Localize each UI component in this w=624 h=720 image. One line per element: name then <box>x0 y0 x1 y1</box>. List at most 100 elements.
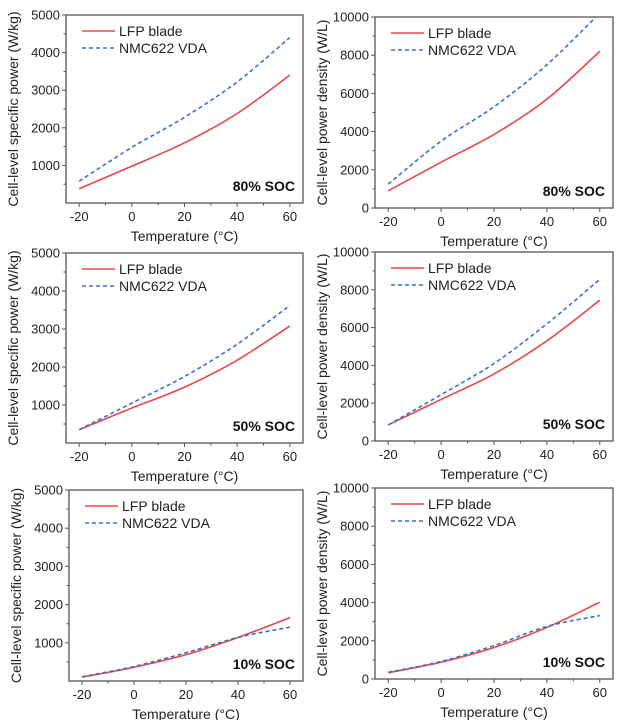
x-tick-label: 40 <box>231 687 245 702</box>
chart-panel-2: -20 0 20 40 60 0 2000 4000 6000 8000 10000 Temperat… <box>314 10 614 249</box>
x-axis-label: Temperature (°C) <box>440 704 548 720</box>
series-line-nmc622-vda <box>81 626 291 678</box>
x-tick-label: 20 <box>487 214 501 229</box>
x-tick-label: 0 <box>437 447 444 462</box>
y-tick-label: 4000 <box>340 595 369 610</box>
x-tick-label: 40 <box>230 449 244 464</box>
soc-label: 80% SOC <box>543 183 605 199</box>
y-tick-label: 2000 <box>340 396 369 411</box>
soc-label: 10% SOC <box>233 656 295 672</box>
y-tick-label: 4000 <box>34 521 63 536</box>
y-tick-label: 3000 <box>34 559 63 574</box>
y-tick-label: 6000 <box>340 320 369 335</box>
x-tick-label: 40 <box>540 685 554 700</box>
legend-label: LFP blade <box>119 23 183 39</box>
series-line-nmc622-vda <box>387 17 598 185</box>
series-line-lfp-blade <box>78 325 291 431</box>
legend-label: NMC622 VDA <box>428 277 517 293</box>
series-line-lfp-blade <box>387 299 601 426</box>
legend-label: LFP blade <box>119 261 183 277</box>
x-tick-label: 20 <box>177 209 191 224</box>
x-tick-label: 0 <box>437 685 444 700</box>
y-tick-label: 4000 <box>340 358 369 373</box>
legend-label: NMC622 VDA <box>119 278 208 294</box>
y-tick-label: 2000 <box>340 162 369 177</box>
y-tick-label: 2000 <box>340 633 369 648</box>
soc-label: 50% SOC <box>543 416 605 432</box>
x-tick-label: 40 <box>540 447 554 462</box>
soc-label: 10% SOC <box>543 654 605 670</box>
x-tick-label: -20 <box>70 209 89 224</box>
x-tick-label: 20 <box>487 685 501 700</box>
x-tick-label: 0 <box>130 687 137 702</box>
x-tick-label: -20 <box>379 214 398 229</box>
y-axis-label: Cell-level specific power (W/kg) <box>5 250 21 445</box>
x-axis-label: Temperature (°C) <box>440 466 548 482</box>
soc-label: 80% SOC <box>233 178 295 194</box>
series-line-nmc622-vda <box>388 614 600 674</box>
series-line-lfp-blade <box>78 74 291 190</box>
legend-label: LFP blade <box>428 25 492 41</box>
series-line-nmc622-vda <box>78 304 291 431</box>
legend-label: NMC622 VDA <box>122 515 211 531</box>
chart-panel-1: -20 0 20 40 60 1000 2000 3000 4000 5000 Temperatur… <box>5 8 304 244</box>
legend-label: LFP blade <box>122 498 186 514</box>
y-axis-label: Cell-level power density (W/L) <box>314 491 330 677</box>
x-axis-label: Temperature (°C) <box>131 468 239 484</box>
y-tick-label: 4000 <box>340 124 369 139</box>
y-tick-label: 10000 <box>333 481 369 496</box>
soc-label: 50% SOC <box>233 418 295 434</box>
legend-label: NMC622 VDA <box>428 42 517 58</box>
y-tick-label: 3000 <box>31 322 60 337</box>
x-tick-label: -20 <box>70 449 89 464</box>
chart-panel-4: -20 0 20 40 60 0 2000 4000 6000 8000 10000 Temperat… <box>314 245 614 482</box>
x-tick-label: 60 <box>283 687 297 702</box>
x-tick-label: 0 <box>128 209 135 224</box>
y-axis-label: Cell-level specific power (W/kg) <box>5 11 21 206</box>
series-line-nmc622-vda <box>387 278 601 426</box>
y-tick-label: 8000 <box>340 519 369 534</box>
y-tick-label: 2000 <box>34 597 63 612</box>
series-line-lfp-blade <box>387 50 601 192</box>
y-tick-label: 5000 <box>34 483 63 498</box>
y-tick-label: 0 <box>362 672 369 687</box>
x-axis-label: Temperature (°C) <box>131 228 239 244</box>
x-axis-label: Temperature (°C) <box>440 233 548 249</box>
y-tick-label: 2000 <box>31 360 60 375</box>
y-tick-label: 3000 <box>31 83 60 98</box>
y-tick-label: 1000 <box>34 635 63 650</box>
x-tick-label: 60 <box>593 447 607 462</box>
series-line-nmc622-vda <box>78 36 291 182</box>
x-tick-label: 40 <box>540 214 554 229</box>
x-tick-label: 60 <box>593 685 607 700</box>
y-tick-label: 5000 <box>31 8 60 23</box>
chart-panel-3: -20 0 20 40 60 1000 2000 3000 4000 5000 Temperatur… <box>5 246 304 484</box>
y-tick-label: 5000 <box>31 246 60 261</box>
legend-label: LFP blade <box>428 260 492 276</box>
x-tick-label: -20 <box>379 447 398 462</box>
y-tick-label: 4000 <box>31 45 60 60</box>
y-tick-label: 6000 <box>340 86 369 101</box>
y-tick-label: 10000 <box>333 10 369 25</box>
x-tick-label: 20 <box>487 447 501 462</box>
y-tick-label: 1000 <box>31 398 60 413</box>
legend-label: NMC622 VDA <box>428 513 517 529</box>
x-tick-label: 60 <box>593 214 607 229</box>
x-tick-label: 60 <box>283 449 297 464</box>
y-tick-label: 0 <box>362 434 369 449</box>
x-tick-label: -20 <box>379 685 398 700</box>
x-tick-label: 20 <box>177 449 191 464</box>
y-tick-label: 1000 <box>31 158 60 173</box>
y-tick-label: 6000 <box>340 557 369 572</box>
y-axis-label: Cell-level power density (W/L) <box>314 254 330 440</box>
y-axis-label: Cell-level specific power (W/kg) <box>8 488 24 683</box>
x-tick-label: -20 <box>73 687 92 702</box>
y-tick-label: 10000 <box>333 245 369 260</box>
y-tick-label: 2000 <box>31 120 60 135</box>
x-tick-label: 0 <box>128 449 135 464</box>
y-tick-label: 8000 <box>340 48 369 63</box>
y-tick-label: 4000 <box>31 284 60 299</box>
x-tick-label: 60 <box>283 209 297 224</box>
legend-label: NMC622 VDA <box>119 40 208 56</box>
